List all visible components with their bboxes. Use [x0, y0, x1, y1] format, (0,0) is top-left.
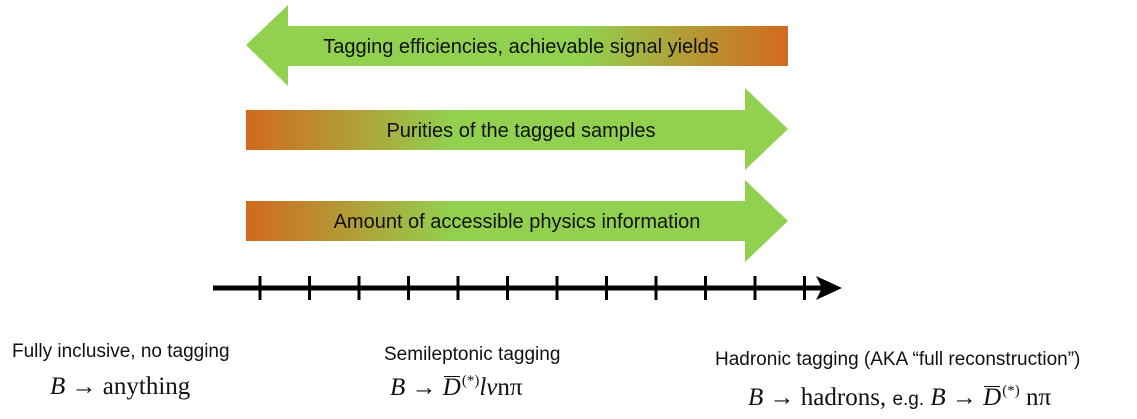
eg-label: e.g. [892, 389, 925, 410]
category-inclusive-title: Fully inclusive, no tagging [12, 341, 230, 362]
arrow-efficiency [246, 5, 788, 86]
axis-ticks [258, 276, 806, 300]
axis-arrowhead [816, 276, 842, 300]
category-hadronic-title: Hadronic tagging (AKA “full reconstructi… [715, 349, 1081, 370]
arrow-purity [246, 88, 788, 170]
category-hadronic-formula: B → hadrons, e.g. B → D(*) nπ [748, 383, 1052, 411]
arrow-purity-label: Purities of the tagged samples [386, 120, 655, 142]
category-inclusive-formula: B → anything [50, 373, 191, 400]
arrow-physics-info-label: Amount of accessible physics information [334, 211, 701, 233]
axis [213, 276, 842, 300]
arrow-physics-info [246, 180, 788, 262]
category-semileptonic-formula: B → D(*)lνnπ [390, 373, 523, 401]
category-semileptonic-title: Semileptonic tagging [384, 344, 561, 365]
arrow-efficiency-label: Tagging efficiencies, achievable signal … [323, 36, 718, 58]
